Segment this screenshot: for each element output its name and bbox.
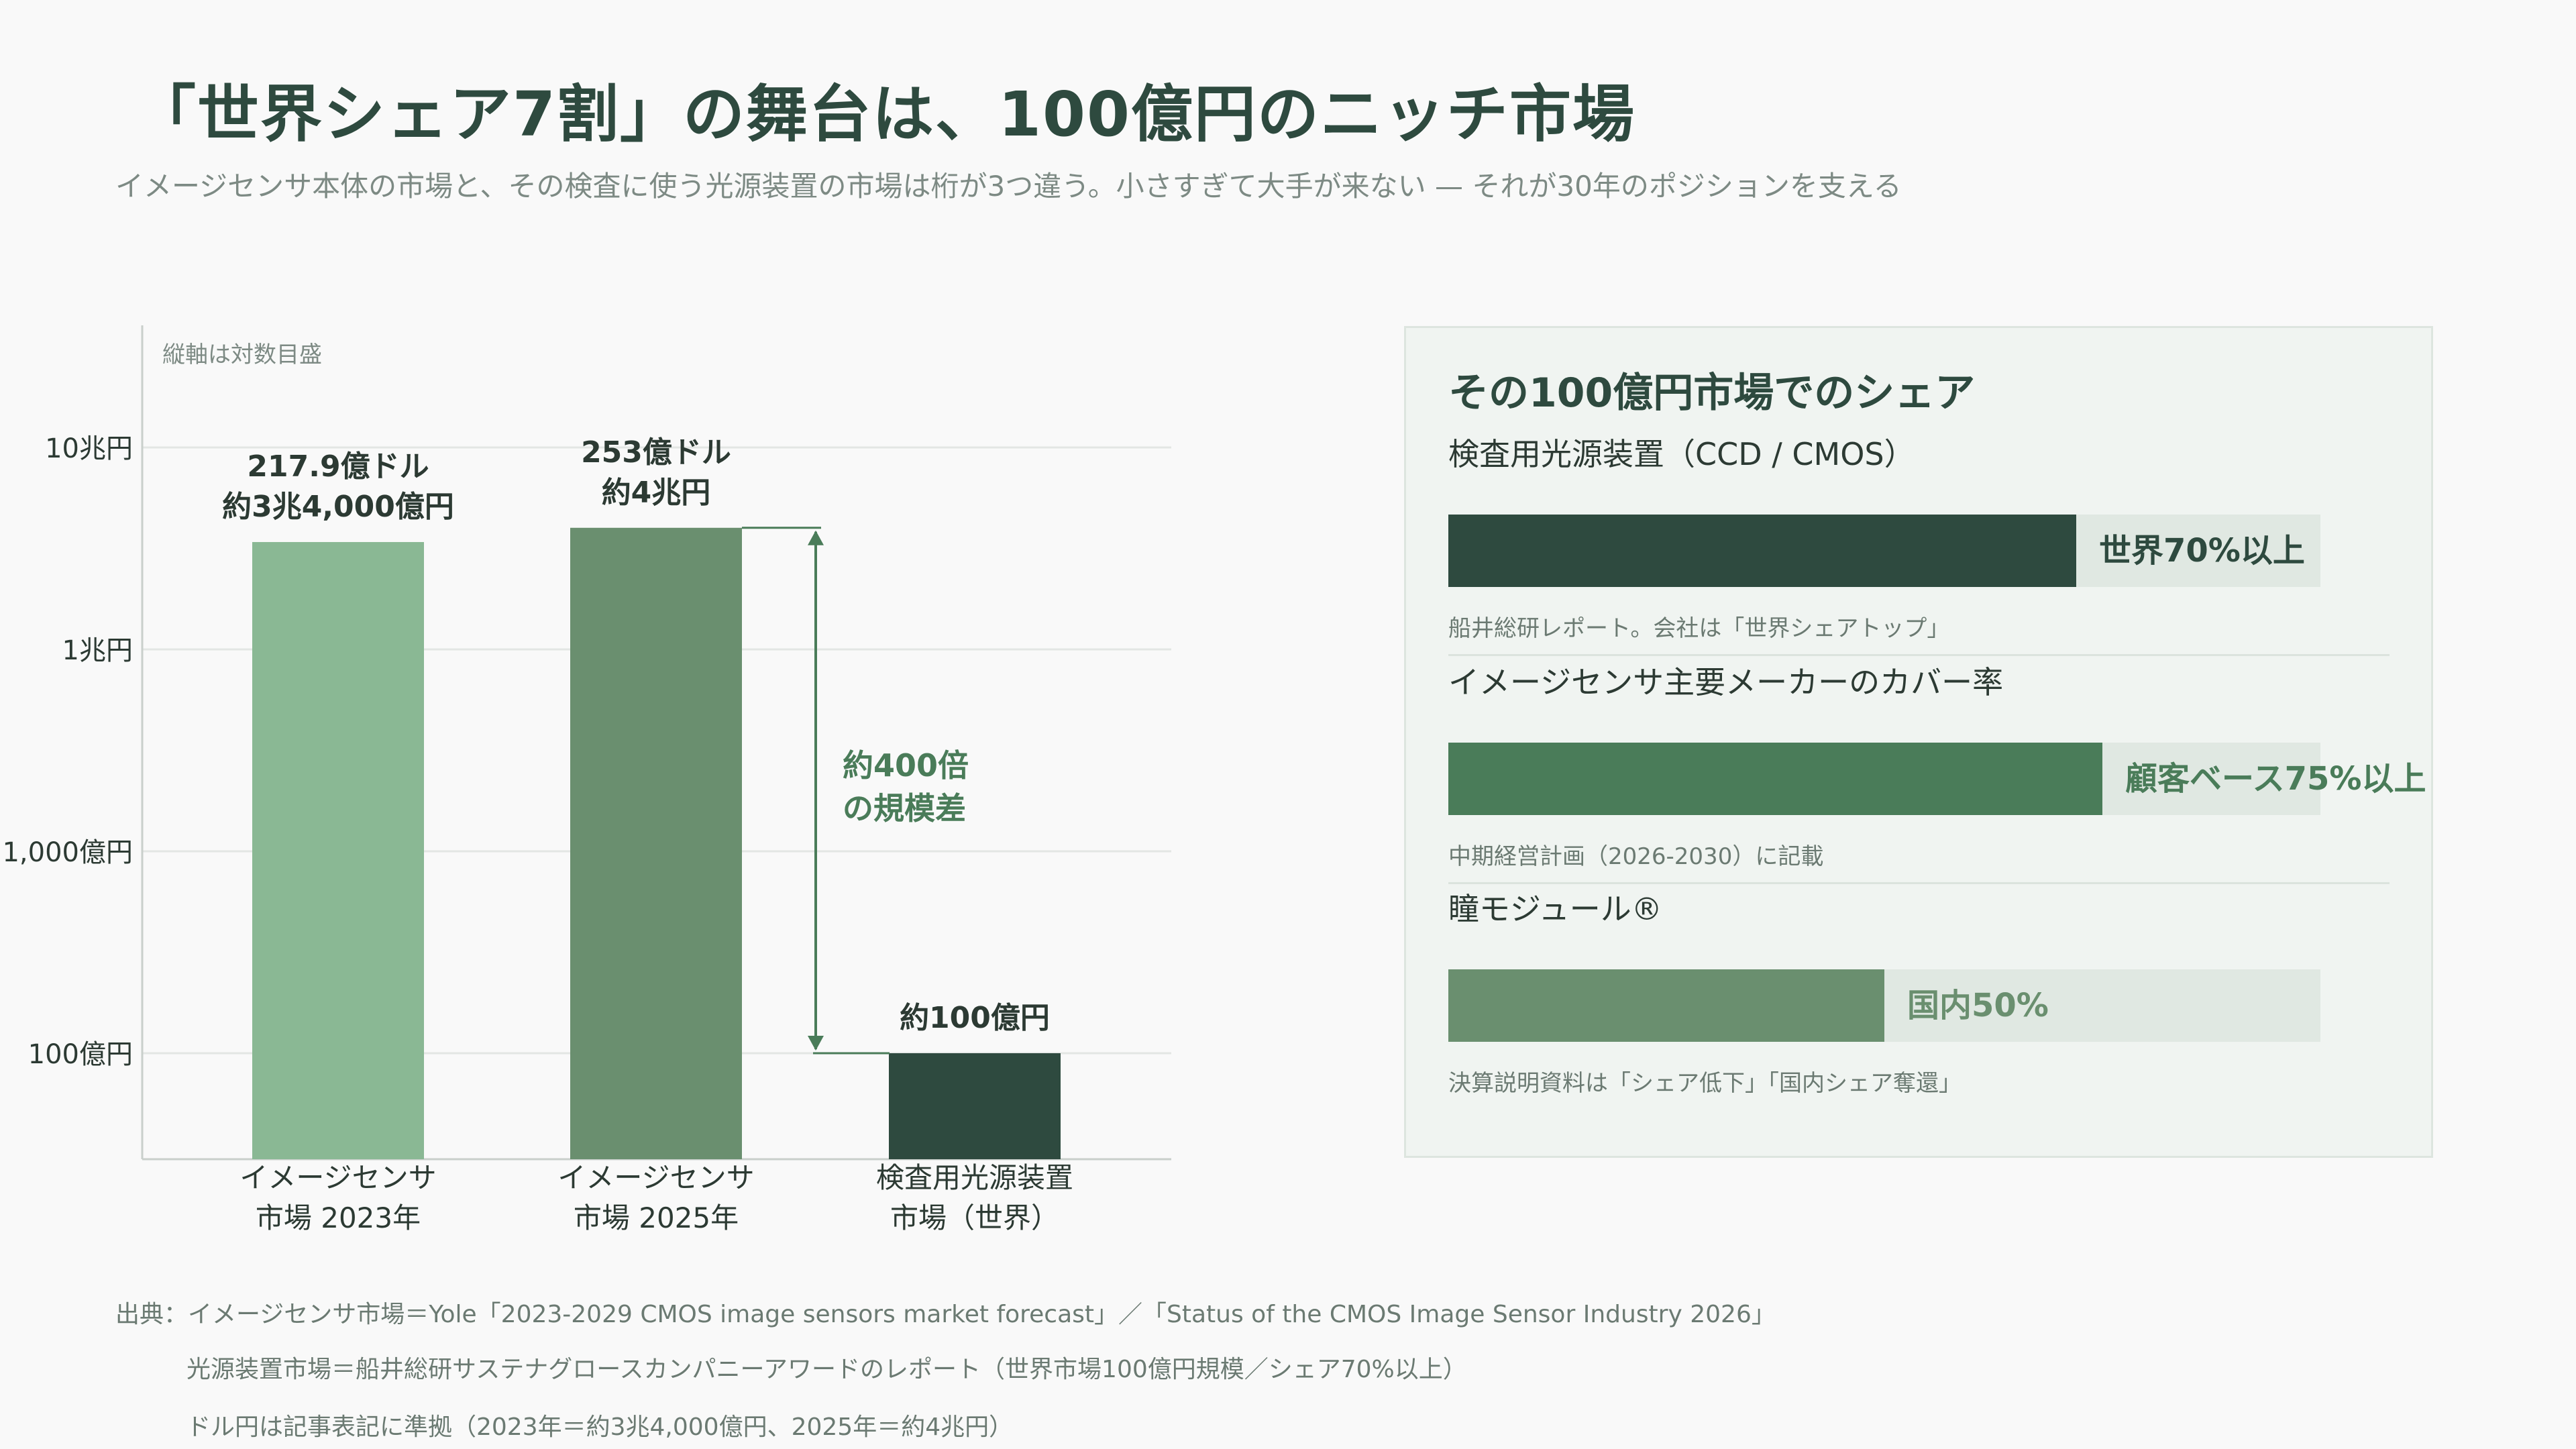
chart-data-label: 約3兆4,000億円: [222, 490, 454, 524]
page-title: 「世界シェア7割」の舞台は、100億円のニッチ市場: [134, 78, 1636, 150]
share-item-label-inspection: 検査用光源装置（CCD / CMOS）: [1448, 436, 1915, 472]
chart-x-tick-label: 検査用光源装置: [876, 1161, 1073, 1194]
divider: [1448, 654, 2390, 656]
share-bar-fill-coverage: [1448, 743, 2102, 815]
market-size-chart: 縦軸は対数目盛 100億円 1,000億円 1兆円 10兆円 217.9億ドル約3兆4,0…: [2, 325, 1171, 1234]
share-note-coverage: 中期経営計画（2026-2030）に記載: [1448, 843, 1824, 870]
share-bar-track-inspection: 世界70%以上: [1448, 515, 2320, 587]
share-bar-track-hitomi: 国内50%: [1448, 969, 2320, 1042]
share-bar-fill-inspection: [1448, 515, 2076, 587]
source-line-3: ドル円は記事表記に準拠（2023年＝約3兆4,000億円、2025年＝約4兆円）: [186, 1413, 1014, 1441]
share-bar-track-coverage: 顧客ベース75%以上: [1448, 743, 2426, 815]
share-item-label-coverage: イメージセンサ主要メーカーのカバー率: [1448, 664, 2004, 700]
chart-annotation-arrowhead: [808, 1036, 824, 1051]
chart-x-tick-label: イメージセンサ: [557, 1161, 754, 1194]
chart-y-tick-label: 1兆円: [62, 635, 133, 666]
page-subtitle: イメージセンサ本体の市場と、その検査に使う光源装置の市場は桁が3つ違う。小さすぎ…: [115, 170, 1902, 203]
chart-x-tick-label: 市場 2025年: [574, 1201, 739, 1234]
chart-annotation-label: の規模差: [843, 790, 966, 826]
chart-x-tick-label: イメージセンサ: [239, 1161, 436, 1194]
chart-annotation-label: 約400倍: [843, 747, 969, 784]
chart-annotation-arrowhead: [808, 530, 824, 545]
chart-data-label: 217.9億ドル: [247, 449, 429, 484]
share-bar-fill-hitomi: [1448, 969, 1884, 1042]
chart-y-tick-label: 10兆円: [45, 433, 133, 464]
share-bar-value-coverage: 顧客ベース75%以上: [2125, 760, 2426, 798]
share-panel: その100億円市場でのシェア 検査用光源装置（CCD / CMOS） 世界70%…: [1404, 326, 2433, 1158]
chart-y-tick-label: 1,000億円: [2, 837, 133, 868]
source-line-2: 光源装置市場＝船井総研サステナグロースカンパニーアワードのレポート（世界市場10…: [186, 1356, 1467, 1383]
share-bar-value-hitomi: 国内50%: [1907, 987, 2049, 1024]
chart-y-tick-label: 100億円: [28, 1039, 133, 1070]
share-note-hitomi: 決算説明資料は「シェア低下」「国内シェア奪還」: [1448, 1070, 1962, 1097]
share-bar-value-inspection: 世界70%以上: [2099, 532, 2305, 570]
chart-bar: [252, 542, 424, 1159]
chart-data-label: 約4兆円: [602, 476, 711, 510]
chart-bar: [889, 1053, 1061, 1159]
chart-x-tick-label: 市場（世界）: [890, 1201, 1059, 1234]
source-line-1: 出典：イメージセンサ市場＝Yole「2023-2029 CMOS image s…: [115, 1301, 1776, 1328]
divider: [1448, 882, 2390, 884]
chart-axis-note: 縦軸は対数目盛: [162, 341, 322, 368]
chart-x-tick-label: 市場 2023年: [256, 1201, 421, 1234]
share-panel-title: その100億円市場でのシェア: [1448, 370, 1976, 417]
share-note-inspection: 船井総研レポート。会社は「世界シェアトップ」: [1448, 615, 1950, 642]
chart-bar: [570, 527, 742, 1159]
share-item-label-hitomi: 瞳モジュール®: [1448, 891, 1662, 927]
chart-data-label: 253億ドル: [581, 435, 731, 470]
chart-data-label: 約100億円: [900, 1001, 1050, 1035]
